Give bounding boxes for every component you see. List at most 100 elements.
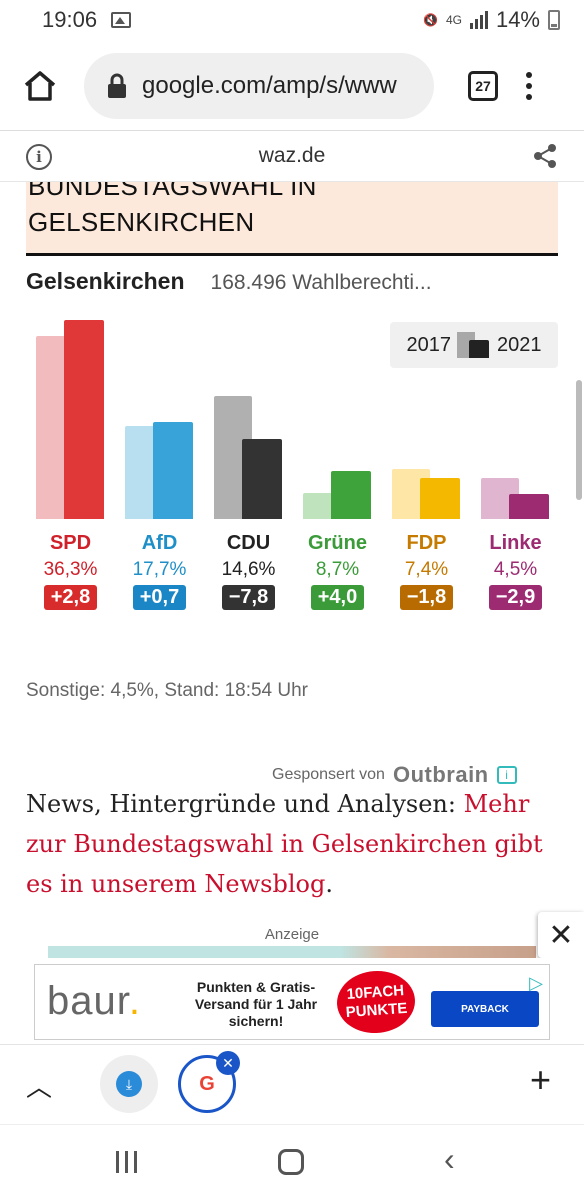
mute-icon: 🔇 [422, 13, 438, 27]
close-ad-button[interactable]: ✕ [538, 912, 584, 958]
close-icon: ✕ [548, 918, 574, 952]
status-bar: 19:06 🔇 4G 14% [0, 0, 584, 40]
city-name: Gelsenkirchen [26, 268, 185, 294]
party-result: 17,7% [132, 559, 187, 580]
party-result: 7,4% [404, 559, 449, 580]
party-name: AfD [141, 532, 178, 554]
recent-apps-icon[interactable] [116, 1151, 137, 1173]
party-name: CDU [226, 532, 271, 554]
new-tab-plus-icon[interactable]: + [530, 1059, 552, 1100]
party-change-badge: −2,9 [488, 585, 543, 610]
chevron-up-icon[interactable]: ︿ [26, 1072, 53, 1102]
home-icon [24, 71, 56, 101]
headline-line-2: GELSENKIRCHEN [28, 207, 255, 237]
battery-percent: 14% [495, 7, 540, 32]
party-label-cdu: CDU 14,6% −7,8 [204, 532, 293, 610]
menu-dot-icon [526, 72, 532, 78]
section-headline: BUNDESTAGSWAHL IN GELSENKIRCHEN [28, 182, 317, 240]
site-domain[interactable]: waz.de [258, 144, 326, 167]
menu-dot-icon [526, 94, 532, 100]
newsblog-link[interactable]: Mehr zur Bundestagswahl in Gelsenkirchen… [26, 790, 543, 898]
party-change-badge: +2,8 [43, 585, 98, 610]
payback-card: PAYBACK [431, 991, 539, 1027]
headline-line-1: BUNDESTAGSWAHL IN [28, 182, 317, 201]
adchoices-icon[interactable]: ▷ [529, 973, 543, 993]
lock-icon [108, 73, 126, 98]
chart-header: Gelsenkirchen 168.496 Wahlberechti... [26, 268, 558, 295]
tenfach-badge: 10FACH PUNKTE [334, 968, 418, 1036]
signal-icon [469, 11, 488, 29]
bar-spd-2021 [64, 320, 104, 519]
party-label-grüne: Grüne 8,7% +4,0 [293, 532, 382, 610]
party-name: FDP [406, 532, 447, 554]
news-tail: . [325, 870, 333, 898]
share-icon [534, 144, 556, 168]
bar-grüne-2021 [331, 471, 371, 519]
menu-dot-icon [526, 83, 532, 89]
network-type: 4G [445, 13, 462, 27]
party-result: 4,5% [493, 559, 538, 580]
status-time: 19:06 [42, 7, 98, 32]
share-button[interactable] [532, 143, 558, 174]
party-result: 36,3% [43, 559, 98, 580]
news-lead: News, Hintergründe und Analysen: [26, 790, 464, 818]
ad-text: Punkten & Gratis-Versand für 1 Jahr sich… [194, 979, 318, 1029]
ad-image-strip[interactable] [48, 946, 536, 958]
browser-toolbar: google.com/amp/s/www 27 [0, 44, 584, 128]
address-bar[interactable]: google.com/amp/s/www [84, 53, 434, 119]
overflow-menu-button[interactable] [524, 72, 534, 100]
legend-year-2021: 2021 [497, 333, 542, 356]
nav-home-icon[interactable] [278, 1149, 304, 1175]
legend-year-2017: 2017 [406, 333, 452, 356]
eligible-voters: 168.496 Wahlberechti... [210, 271, 432, 294]
chart-footnote: Sonstige: 4,5%, Stand: 18:54 Uhr [26, 680, 309, 701]
battery-icon [548, 10, 560, 30]
bar-linke-2021 [509, 494, 549, 519]
scrollbar-thumb[interactable] [576, 380, 582, 500]
bar-fdp-2021 [420, 478, 460, 519]
outbrain-logo: Outbrain [392, 762, 489, 787]
ad-banner[interactable]: baur. Punkten & Gratis-Versand für 1 Jah… [0, 958, 584, 1044]
party-name: SPD [49, 532, 92, 554]
payback-text: PAYBACK [461, 1003, 509, 1015]
tab-bubble-waz[interactable]: ⤓ [100, 1055, 158, 1113]
legend-swatch-icon [457, 332, 491, 358]
party-change-badge: +0,7 [132, 585, 187, 610]
sponsor-line[interactable]: Gesponsert von Outbrain i [272, 762, 517, 788]
bar-cdu-2021 [242, 439, 282, 519]
baur-logo: baur. [47, 979, 141, 1024]
google-g-icon: G [199, 1072, 215, 1095]
party-change-badge: −7,8 [221, 585, 276, 610]
amp-site-bar: i waz.de [0, 130, 584, 182]
sponsor-label: Gesponsert von [272, 766, 385, 783]
ad-banner-frame[interactable]: baur. Punkten & Gratis-Versand für 1 Jah… [34, 964, 550, 1040]
outbrain-info-icon[interactable]: i [496, 766, 517, 784]
party-change-badge: −1,8 [399, 585, 454, 610]
home-button[interactable] [20, 66, 60, 106]
party-name: Grüne [308, 532, 367, 554]
party-result: 8,7% [315, 559, 360, 580]
tab-switcher-button[interactable]: 27 [468, 71, 498, 101]
bar-area [26, 300, 566, 519]
party-change-badge: +4,0 [310, 585, 365, 610]
system-nav-bar: ‹ [0, 1124, 584, 1200]
browser-bottom-bar: ︿ ⤓ G ✕ + [0, 1044, 584, 1124]
info-icon[interactable]: i [26, 144, 52, 170]
party-label-linke: Linke 4,5% −2,9 [471, 532, 560, 610]
section-headline-box: BUNDESTAGSWAHL IN GELSENKIRCHEN [26, 182, 558, 256]
party-label-spd: SPD 36,3% +2,8 [26, 532, 115, 610]
url-text: google.com/amp/s/www [142, 72, 397, 99]
baur-logo-dot: . [128, 979, 141, 1023]
party-name: Linke [489, 532, 542, 554]
chart-legend: 2017 2021 [390, 322, 558, 368]
party-label-afd: AfD 17,7% +0,7 [115, 532, 204, 610]
nav-back-icon[interactable]: ‹ [444, 1141, 455, 1177]
close-tab-icon[interactable]: ✕ [216, 1051, 240, 1075]
download-icon: ⤓ [116, 1071, 142, 1097]
party-label-fdp: FDP 7,4% −1,8 [382, 532, 471, 610]
baur-logo-text: baur [47, 979, 129, 1023]
ad-label: Anzeige [264, 926, 320, 943]
party-result: 14,6% [221, 559, 276, 580]
image-notification-icon [111, 12, 132, 28]
bar-afd-2021 [153, 422, 193, 519]
